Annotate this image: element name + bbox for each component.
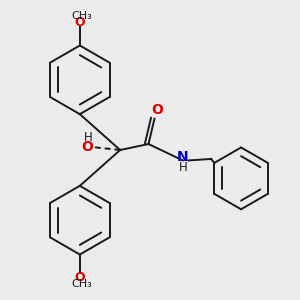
Text: N: N: [177, 150, 189, 164]
Text: H: H: [178, 160, 187, 173]
Text: O: O: [74, 271, 85, 284]
Text: CH₃: CH₃: [71, 279, 92, 290]
Text: CH₃: CH₃: [71, 11, 92, 21]
Text: O: O: [74, 16, 85, 29]
Text: O: O: [151, 103, 163, 117]
Text: O: O: [81, 140, 93, 154]
Text: H: H: [84, 131, 93, 144]
